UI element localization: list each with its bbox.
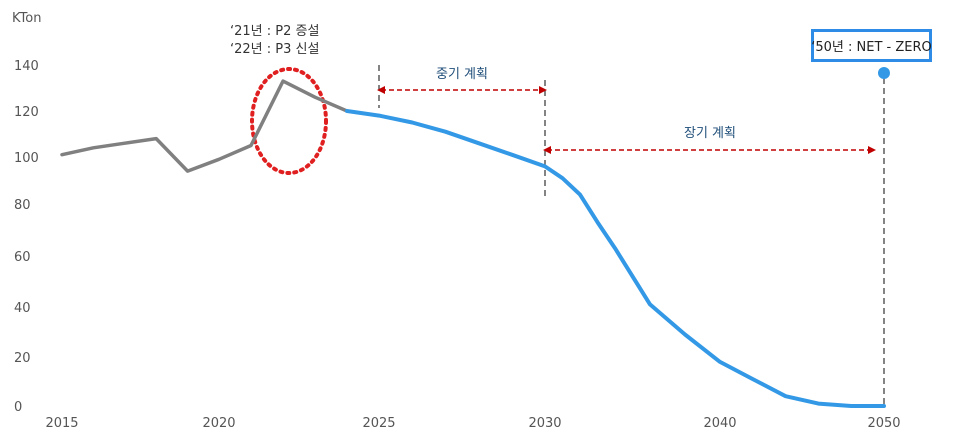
y-tick-label: 120 [14, 105, 39, 120]
expansion-note-line-2: ‘22년 : P3 신설 [230, 42, 319, 57]
x-tick-label: 2015 [45, 416, 78, 431]
x-tick-label: 2025 [362, 416, 395, 431]
y-tick-label: 20 [14, 351, 31, 366]
y-tick-label: 60 [14, 250, 31, 265]
x-tick-label: 2030 [528, 416, 561, 431]
net-zero-marker [878, 67, 890, 79]
planned-reduction-line [345, 109, 886, 408]
y-tick-label: 140 [14, 59, 39, 74]
series-lines [60, 79, 886, 408]
y-axis-ticks: 0 20 40 60 80 100 120 140 [14, 59, 39, 415]
x-tick-label: 2020 [202, 416, 235, 431]
y-unit-label: KTon [12, 11, 41, 26]
y-tick-label: 100 [14, 151, 39, 166]
y-tick-label: 40 [14, 301, 31, 316]
y-tick-label: 80 [14, 198, 31, 213]
expansion-note-line-1: ‘21년 : P2 증설 [230, 24, 319, 39]
annotations: ‘21년 : P2 증설 ‘22년 : P3 신설 중기 계획 장기 계획 [230, 24, 736, 141]
x-tick-label: 2050 [867, 416, 900, 431]
y-tick-label: 0 [14, 400, 22, 415]
mid-term-plan-label: 중기 계획 [436, 67, 488, 82]
long-term-plan-label: 장기 계획 [684, 126, 736, 141]
plan-guides [250, 65, 890, 404]
x-axis-ticks: 2015 2020 2025 2030 2040 2050 [45, 416, 900, 431]
net-zero-callout: ‘50년 : NET - ZERO [811, 29, 932, 62]
x-tick-label: 2040 [703, 416, 736, 431]
expansion-highlight-ellipse [250, 67, 328, 175]
past-emissions-line [60, 79, 349, 173]
